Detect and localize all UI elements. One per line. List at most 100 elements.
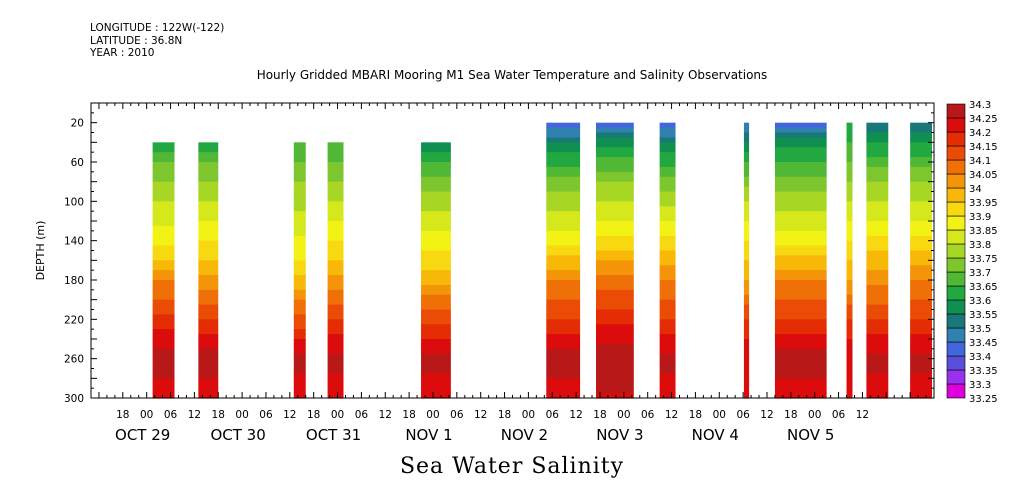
salinity-cell [846,162,853,168]
salinity-cell [866,373,889,379]
salinity-cell [546,314,581,320]
salinity-cell [596,201,634,207]
salinity-cell [774,122,827,129]
salinity-cell [774,368,827,375]
salinity-cell [910,270,933,276]
salinity-cell [198,280,219,286]
salinity-cell [421,147,451,153]
salinity-cell [293,196,306,202]
salinity-cell [866,353,889,360]
colorbar-label: 34 [969,184,982,195]
salinity-cell [421,216,451,222]
salinity-cell [846,216,853,222]
salinity-cell [596,260,634,266]
salinity-cell [866,240,889,247]
salinity-cell [910,275,933,281]
salinity-cell [659,201,676,207]
salinity-cell [421,181,451,188]
salinity-cell [743,122,750,129]
salinity-cell [198,171,219,178]
salinity-cell [866,137,889,143]
salinity-cell [293,363,306,370]
salinity-cell [910,309,933,316]
salinity-cell [910,250,933,257]
salinity-cell [910,157,933,163]
salinity-cell [293,309,306,316]
salinity-cell [546,304,581,311]
salinity-cell [659,206,676,212]
salinity-cell [659,353,676,360]
salinity-cell [421,196,451,202]
x-tick-label: 12 [283,409,296,421]
salinity-cell [659,166,676,173]
salinity-cell [152,260,175,266]
salinity-cell [421,275,451,281]
salinity-cell [866,235,889,242]
salinity-cell [152,211,175,217]
salinity-cell [866,191,889,198]
salinity-cell [293,334,306,340]
salinity-cell [421,211,451,217]
salinity-cell [546,132,581,139]
salinity-cell [774,358,827,365]
salinity-cell [293,368,306,375]
salinity-cell [152,348,175,355]
salinity-cell [546,270,581,276]
salinity-cell [546,230,581,237]
salinity-cell [198,383,219,389]
colorbar: 33.25 33.3 33.35 33.4 33.45 33.5 33.55 33.6 33.6… [946,100,998,405]
longitude-text: LONGITUDE : 122W(-122) [90,22,225,34]
colorbar-box [946,355,966,371]
salinity-cell [421,388,451,394]
salinity-cell [198,388,219,394]
salinity-cell [596,166,634,173]
salinity-cell [910,196,933,202]
salinity-cell [774,191,827,198]
salinity-cell [910,127,933,134]
salinity-cell [546,152,581,158]
data-column-7 [659,122,676,399]
salinity-cell [293,353,306,360]
salinity-cell [596,152,634,158]
salinity-cell [774,171,827,178]
salinity-cell [198,324,219,330]
salinity-cell [866,363,889,370]
salinity-cell [327,319,344,325]
colorbar-label: 34.2 [969,128,991,139]
x-tick-label: 00 [140,409,153,421]
salinity-cell [327,221,344,227]
salinity-cell [546,137,581,143]
salinity-cell [421,240,451,247]
salinity-cell [421,280,451,286]
salinity-cell [198,230,219,237]
salinity-cell [596,147,634,153]
colorbar-box [946,187,966,203]
salinity-cell [910,339,933,345]
salinity-cell [152,221,175,227]
salinity-cell [152,309,175,316]
salinity-cell [659,309,676,316]
salinity-cell [659,299,676,306]
salinity-cell [774,250,827,257]
x-tick-label: 06 [736,409,750,421]
x-tick-label: 18 [689,409,702,421]
salinity-cell [546,383,581,389]
salinity-cell [152,275,175,281]
salinity-cell [198,348,219,355]
salinity-cell [774,235,827,242]
y-tick-label: 300 [64,393,84,405]
salinity-cell [421,221,451,227]
colorbar-label: 33.8 [969,240,991,251]
salinity-cell [659,265,676,271]
salinity-cell [774,388,827,394]
salinity-cell [546,142,581,148]
salinity-cell [774,162,827,168]
salinity-cell [596,304,634,311]
salinity-cell [910,314,933,320]
salinity-cell [198,260,219,266]
y-tick-label: 140 [64,236,84,248]
salinity-cell [421,157,451,163]
salinity-cell [596,393,634,399]
salinity-cell [846,245,853,252]
colorbar-label: 33.85 [969,226,998,237]
